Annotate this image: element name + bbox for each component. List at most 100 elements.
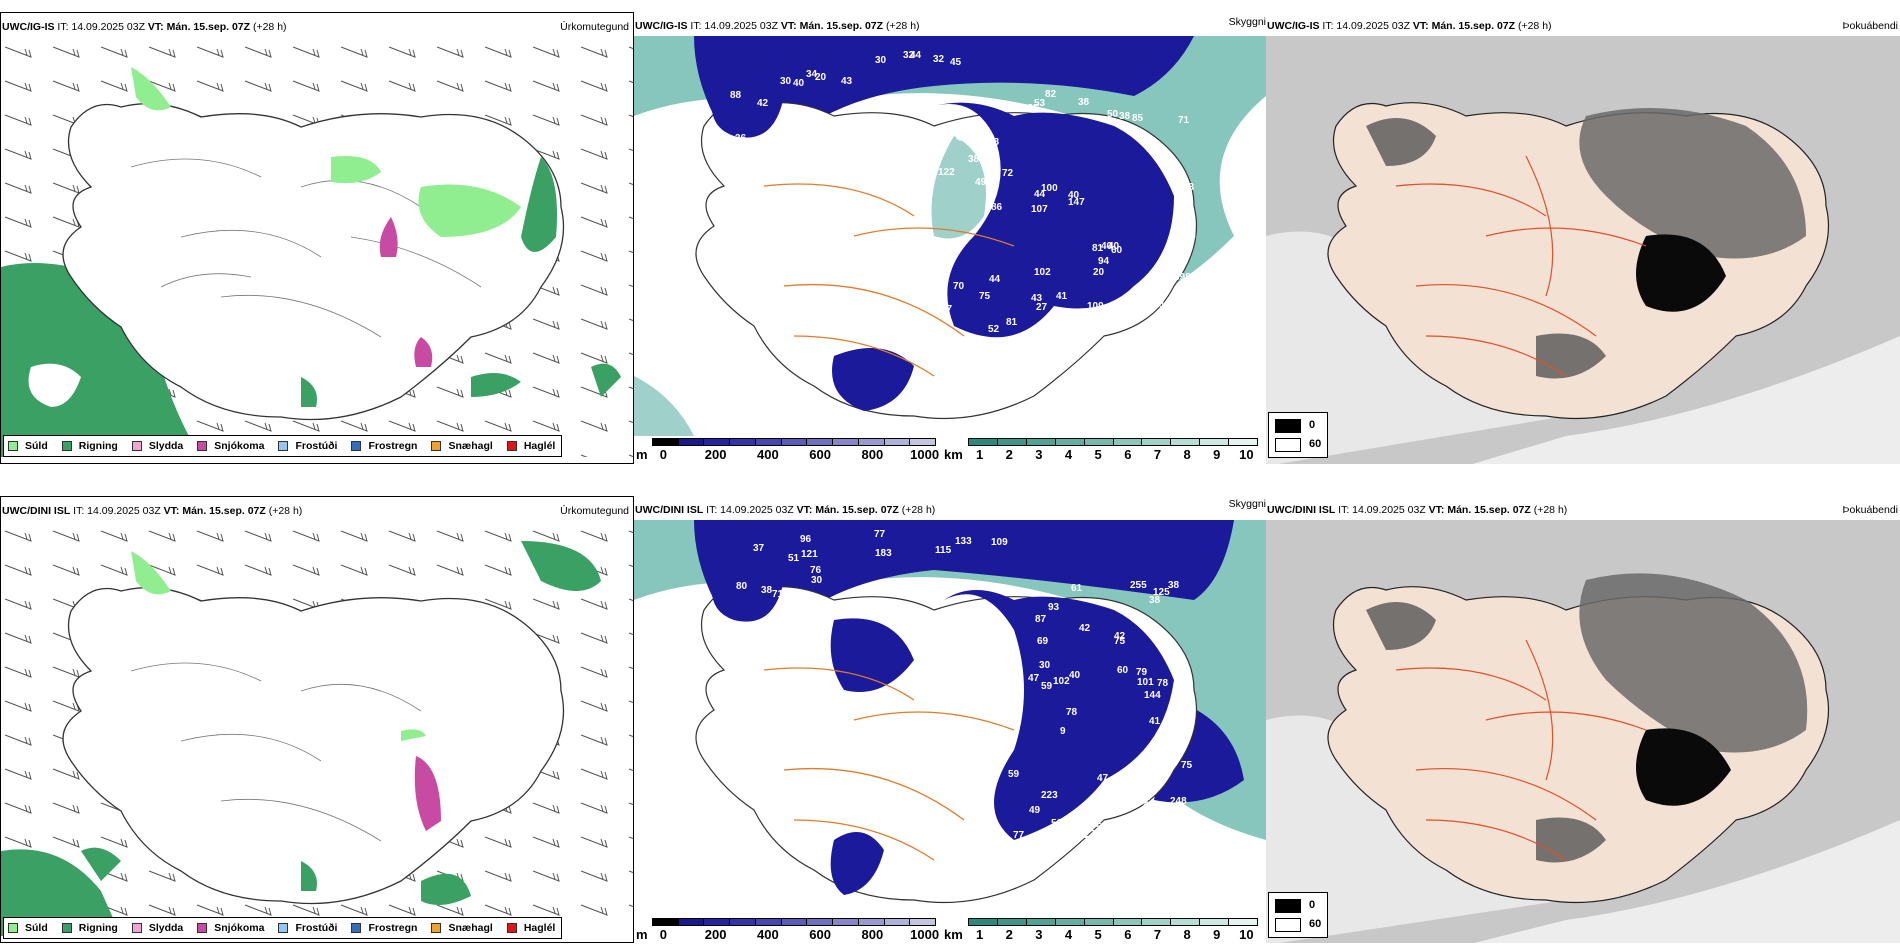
ceiling-label: 135 <box>1022 103 1039 114</box>
init-time: IT: 14.09.2025 03Z <box>1338 504 1426 516</box>
ceiling-label: 38 <box>968 154 980 165</box>
ceiling-label: 61 <box>1071 583 1083 594</box>
ceiling-label: 125 <box>1179 231 1196 242</box>
colorbar-tick-label: 9 <box>1213 927 1221 942</box>
row1-fog-header: UWC/IG-IS IT: 14.09.2025 03Z VT: Mán. 15… <box>1267 19 1552 33</box>
colorbar-tick-label: 2 <box>1005 927 1013 942</box>
valid-time: VT: Mán. 15.sep. 07Z <box>163 505 266 517</box>
ceiling-label: 43 <box>1143 800 1155 811</box>
legend-item: Rigning <box>61 440 118 452</box>
legend-item: Snjókoma <box>197 440 264 452</box>
model-name: UWC/IG-IS <box>1267 20 1320 32</box>
ceiling-label: 88 <box>804 132 816 143</box>
ceiling-label: 42 <box>1114 631 1126 642</box>
ceiling-label: 41 <box>1149 716 1161 727</box>
ceiling-label: 102 <box>1034 267 1051 278</box>
precip-map[interactable] <box>1 521 633 936</box>
init-time: IT: 14.09.2025 03Z <box>690 20 778 32</box>
model-name: UWC/IG-IS <box>2 21 55 33</box>
ceiling-label: 223 <box>1041 790 1058 801</box>
ceiling-label: 44 <box>1034 189 1046 200</box>
ceiling-label: 38 <box>1119 111 1131 122</box>
ceiling-label: 40 <box>1069 670 1081 681</box>
ceiling-label: 38 <box>1078 97 1090 108</box>
ceiling-label: 44 <box>910 50 922 61</box>
colorbar-cell <box>833 919 859 925</box>
fog-legend: 0 60 <box>1268 412 1328 458</box>
colorbar-cell <box>678 919 705 925</box>
precip-legend: Súld Rigning Slydda Snjókoma Frostúði Fr… <box>3 435 563 457</box>
ceiling-label: 20 <box>815 72 827 83</box>
colorbar-cell <box>1113 919 1143 925</box>
colorbar-cell <box>1055 919 1085 925</box>
colorbar-cell <box>910 919 936 925</box>
ceiling-label: 58 <box>1153 299 1165 310</box>
legend-item: Frostúði <box>278 922 337 934</box>
ceiling-unit: m <box>636 447 648 462</box>
ceiling-label: 144 <box>1144 690 1161 701</box>
ceiling-label: 55 <box>954 662 966 673</box>
ceiling-label: 71 <box>1178 115 1190 126</box>
colorbar-cell <box>781 439 808 445</box>
valid-time: VT: Mán. 15.sep. 07Z <box>780 20 884 32</box>
visibility-unit: km <box>944 927 963 942</box>
colorbar-tick-label: 200 <box>704 927 727 942</box>
ceiling-label: 398 <box>1174 272 1191 283</box>
colorbar-cell <box>730 919 756 925</box>
legend-item: Rigning <box>61 922 118 934</box>
ceiling-label: 53 <box>1034 98 1046 109</box>
colorbar-tick-label: 6 <box>1124 447 1132 462</box>
ceiling-colorbar: 0 200 400 600 800 1000 m <box>636 918 939 942</box>
ceiling-label: 78 <box>1066 707 1078 718</box>
ceiling-label: 56 <box>1051 818 1063 829</box>
colorbar-cell <box>1229 919 1258 925</box>
ceiling-label: 51 <box>788 553 800 564</box>
ceiling-label: 40 <box>987 749 999 760</box>
row2-precip-header: UWC/DINI ISL IT: 14.09.2025 03Z VT: Mán.… <box>2 504 302 518</box>
colorbar-tick-label: 7 <box>1153 927 1162 942</box>
ceiling-label: 80 <box>936 650 948 661</box>
ceiling-label: 59 <box>1008 769 1020 780</box>
ceiling-label: 74 <box>987 774 999 785</box>
visibility-unit: km <box>944 447 963 462</box>
ceiling-label: 44 <box>988 168 1000 179</box>
ceiling-label: 49 <box>964 673 976 684</box>
ceiling-label: 42 <box>963 335 975 346</box>
colorbar-tick-label: 400 <box>757 927 779 942</box>
colorbar-cell <box>969 439 998 445</box>
ceiling-label: 85 <box>1132 113 1144 124</box>
ceiling-label: 46 <box>979 152 991 163</box>
ceiling-label: 90 <box>1146 144 1158 155</box>
fog-map[interactable] <box>1266 36 1900 464</box>
fog-map[interactable] <box>1266 520 1900 943</box>
ceiling-label: 88 <box>730 90 742 101</box>
colorbar-tick-label: 400 <box>757 447 779 462</box>
ceiling-label: 93 <box>1048 602 1060 613</box>
ceiling-label: 79 <box>1136 667 1148 678</box>
colorbar-tick-label: 4 <box>1064 927 1073 942</box>
visibility-colorbar: 1 2 3 4 5 6 7 8 9 10 km <box>944 918 1258 942</box>
colorbar-tick-label: 800 <box>861 927 884 942</box>
ceiling-label: 227 <box>1078 829 1095 840</box>
row1-vis-header: UWC/IG-IS IT: 14.09.2025 03Z VT: Mán. 15… <box>635 19 920 33</box>
ceiling-label: 40 <box>1108 241 1120 252</box>
fog-legend-max: 60 <box>1309 438 1322 450</box>
ceiling-label: 38 <box>1168 580 1180 591</box>
colorbar-cell <box>1026 439 1056 445</box>
valid-time: VT: Mán. 15.sep. 07Z <box>147 21 251 33</box>
precip-title: Úrkomutegund <box>560 21 629 33</box>
ceiling-label: 94 <box>1098 256 1110 267</box>
precip-panel-row1: UWC/IG-IS IT: 14.09.2025 03Z VT: Mán. 15… <box>0 12 634 464</box>
colorbar-cell <box>1055 439 1085 445</box>
ceiling-label: 49 <box>977 609 989 620</box>
ceiling-label: 71 <box>772 589 784 600</box>
colorbar-cell <box>653 439 679 445</box>
colorbar-cell <box>858 439 885 445</box>
lead-time: (+28 h) <box>901 504 936 516</box>
colorbar-cell <box>807 919 834 925</box>
precip-map[interactable] <box>1 37 633 457</box>
colorbar-tick-label: 7 <box>1153 447 1162 462</box>
colorbar-tick-label: 2 <box>1005 447 1013 462</box>
